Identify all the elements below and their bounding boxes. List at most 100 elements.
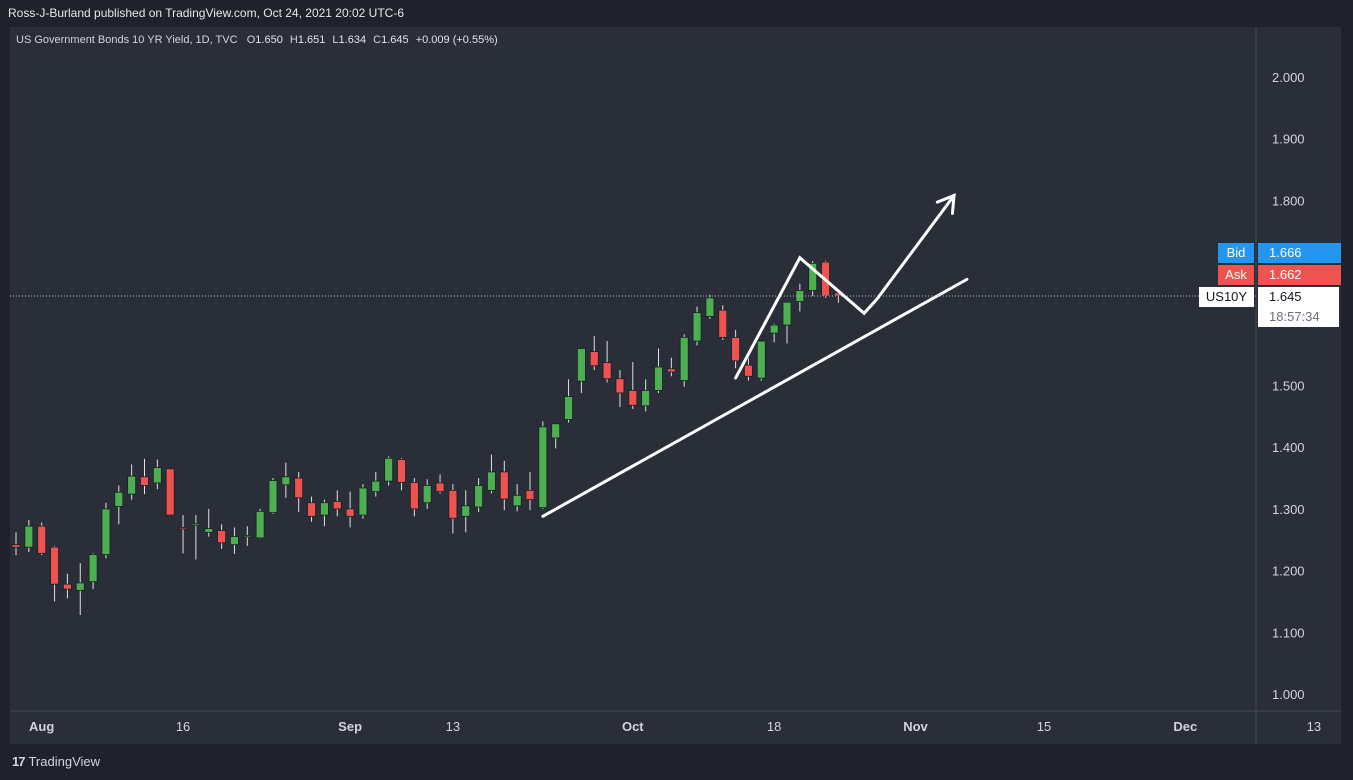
candle-body xyxy=(422,485,432,504)
candle-body xyxy=(178,527,188,530)
candle-body xyxy=(127,475,137,495)
candle-up xyxy=(114,485,124,525)
candle-up xyxy=(242,526,252,546)
candle-body xyxy=(268,480,278,514)
brand-label: TradingView xyxy=(28,754,101,769)
candle-body xyxy=(589,351,599,367)
legend-open-label: O xyxy=(246,34,256,46)
legend-high-label: H xyxy=(289,34,298,46)
candle-body xyxy=(538,426,548,509)
x-tick-label: Nov xyxy=(903,719,928,734)
x-tick-label: 15 xyxy=(1037,719,1051,734)
candle-up xyxy=(564,379,573,423)
candle-down xyxy=(37,522,47,556)
candle-body xyxy=(345,508,355,517)
candle-up xyxy=(152,459,162,490)
candle-body xyxy=(281,476,291,486)
candle-body xyxy=(782,301,792,326)
candle-up xyxy=(654,348,663,393)
candle-body xyxy=(294,477,304,499)
candle-up xyxy=(127,464,137,500)
candle-down xyxy=(50,545,59,602)
candle-body xyxy=(808,262,818,291)
candle-body xyxy=(37,525,47,554)
candle-body xyxy=(24,525,34,548)
legend-close-label: C xyxy=(373,34,382,46)
candle-down xyxy=(744,358,753,381)
candle-body xyxy=(756,340,766,379)
candle-down xyxy=(666,357,676,377)
candle-up xyxy=(705,294,715,319)
chart-pane[interactable] xyxy=(10,27,1341,744)
candle-body xyxy=(50,546,59,585)
candle-up xyxy=(255,508,265,539)
candle-body xyxy=(628,390,638,406)
x-tick-label: Dec xyxy=(1173,719,1197,734)
candle-body xyxy=(731,336,740,362)
candle-up xyxy=(230,527,239,554)
legend-title: US Government Bonds 10 YR Yield, 1D, TVC xyxy=(16,34,238,46)
last-price-box: 1.645 18:57:34 xyxy=(1258,287,1339,327)
candle-up xyxy=(577,348,586,393)
candle-body xyxy=(152,467,162,484)
drawings xyxy=(541,193,969,518)
candle-up xyxy=(371,471,381,497)
candle-up xyxy=(358,484,368,519)
pattern-path xyxy=(734,193,956,380)
candle-body xyxy=(654,366,663,391)
candle-body xyxy=(397,459,406,483)
candle-body xyxy=(371,480,381,493)
candle-body xyxy=(577,348,586,382)
support-trendline xyxy=(541,277,969,518)
ask-price: 1.662 xyxy=(1258,265,1341,285)
x-tick-label: 13 xyxy=(446,719,460,734)
candle-body xyxy=(602,362,612,380)
candle-body xyxy=(384,457,394,482)
candle-up xyxy=(191,515,201,560)
tradingview-brand[interactable]: 17 TradingView xyxy=(12,754,100,769)
candle-body xyxy=(692,312,702,342)
candle-body xyxy=(744,364,753,377)
candle-body xyxy=(242,535,252,538)
candle-down xyxy=(217,524,227,550)
legend-change: +0.009 (+0.55%) xyxy=(415,34,498,46)
candle-up xyxy=(538,421,548,509)
legend-low: 1.634 xyxy=(338,34,367,46)
publisher-note: Ross-J-Burland published on TradingView.… xyxy=(8,6,404,20)
candle-down xyxy=(628,362,638,409)
candle-body xyxy=(319,502,329,516)
candle-down xyxy=(718,305,728,340)
candle-body xyxy=(525,489,535,501)
candle-up xyxy=(808,260,818,297)
candle-body xyxy=(88,554,98,583)
symbol-legend: US Government Bonds 10 YR Yield, 1D, TVC… xyxy=(16,34,502,46)
candle-up xyxy=(319,499,329,527)
candle-up xyxy=(512,484,522,512)
bid-price: 1.666 xyxy=(1258,243,1341,263)
candle-down xyxy=(602,341,612,383)
candle-down xyxy=(63,573,72,599)
candle-up xyxy=(782,301,792,344)
candle-body xyxy=(461,505,471,517)
candle-down xyxy=(140,458,149,495)
candle-body xyxy=(63,583,72,590)
candle-body xyxy=(435,482,445,493)
ask-label: Ask xyxy=(1218,265,1254,285)
candle-up xyxy=(422,479,432,509)
candle-down xyxy=(499,460,509,511)
candle-up xyxy=(769,323,779,343)
candle-up xyxy=(281,462,291,498)
candle-down xyxy=(435,474,445,494)
symbol-label: US10Y xyxy=(1199,287,1254,307)
candle-up xyxy=(756,340,766,381)
candle-down xyxy=(525,471,535,511)
candle-down xyxy=(589,336,599,371)
x-tick-label: 16 xyxy=(176,719,190,734)
y-tick-label: 1.300 xyxy=(1272,502,1305,517)
candle-body xyxy=(11,544,21,548)
candle-up xyxy=(101,502,111,559)
candle-up xyxy=(75,563,85,616)
y-tick-label: 1.900 xyxy=(1272,132,1305,147)
candle-up xyxy=(88,553,98,590)
